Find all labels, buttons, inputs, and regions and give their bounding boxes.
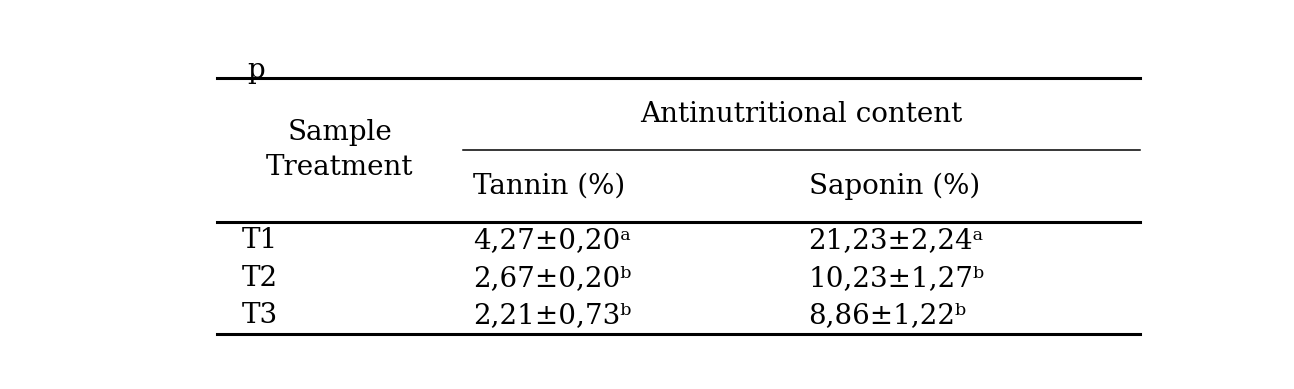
Text: 8,86±1,22ᵇ: 8,86±1,22ᵇ — [809, 302, 967, 329]
Text: T3: T3 — [242, 302, 278, 329]
Text: Sample
Treatment: Sample Treatment — [267, 119, 414, 181]
Text: 2,67±0,20ᵇ: 2,67±0,20ᵇ — [472, 265, 631, 292]
Text: T1: T1 — [242, 227, 278, 254]
Text: p: p — [247, 57, 264, 84]
Text: 4,27±0,20ᵃ: 4,27±0,20ᵃ — [472, 227, 630, 254]
Text: Saponin (%): Saponin (%) — [809, 172, 980, 200]
Text: 21,23±2,24ᵃ: 21,23±2,24ᵃ — [809, 227, 983, 254]
Text: 2,21±0,73ᵇ: 2,21±0,73ᵇ — [472, 302, 631, 329]
Text: Tannin (%): Tannin (%) — [472, 172, 625, 200]
Text: 10,23±1,27ᵇ: 10,23±1,27ᵇ — [809, 265, 985, 292]
Text: T2: T2 — [242, 265, 278, 292]
Text: Antinutritional content: Antinutritional content — [641, 101, 963, 128]
